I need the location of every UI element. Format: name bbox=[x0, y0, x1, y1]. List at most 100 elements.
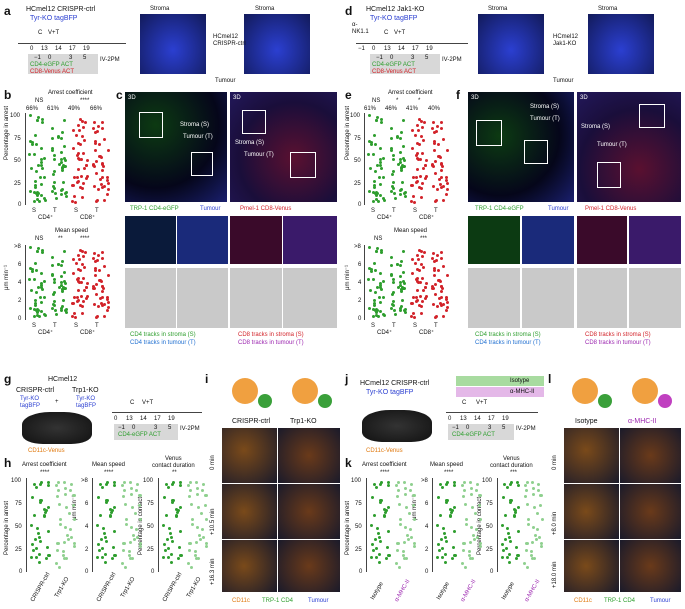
dot-marker bbox=[425, 159, 429, 163]
panel-letter-h: h bbox=[4, 456, 12, 470]
dot-marker bbox=[431, 286, 435, 290]
dot-marker bbox=[479, 493, 483, 497]
ytick2-8: >8 bbox=[81, 478, 88, 484]
dot-marker bbox=[445, 182, 449, 186]
dot-marker bbox=[80, 158, 84, 162]
dot-marker bbox=[386, 480, 390, 484]
dot-marker bbox=[442, 314, 446, 318]
cd4-act-label: CD4-eGFP ACT bbox=[452, 432, 495, 438]
dot-marker bbox=[70, 536, 74, 540]
dot-marker bbox=[31, 495, 35, 499]
dot-marker bbox=[33, 299, 37, 303]
dot-marker bbox=[39, 193, 43, 197]
dot-marker bbox=[391, 153, 395, 157]
dot-marker bbox=[374, 197, 378, 201]
dot-marker bbox=[409, 482, 413, 486]
dot-marker bbox=[170, 539, 174, 543]
dot-marker bbox=[68, 528, 72, 532]
dendritic-cell-icon bbox=[572, 378, 598, 404]
ytick-75: 75 bbox=[14, 136, 21, 142]
dot-marker bbox=[431, 121, 435, 125]
nk-depletion-label: α- NK1.1 bbox=[352, 22, 369, 36]
dot-marker bbox=[101, 176, 105, 180]
col-ctrl: CRISPR-ctrl bbox=[232, 418, 271, 425]
cat-iso: Isotype bbox=[370, 581, 385, 601]
tagbfp-label: Tyr-KO tagBFP bbox=[370, 15, 418, 22]
sig-arrest: **** bbox=[380, 470, 390, 476]
dot-marker bbox=[131, 506, 135, 510]
dot-marker bbox=[73, 517, 77, 521]
dot-marker bbox=[374, 249, 378, 253]
dot-marker bbox=[526, 566, 530, 570]
dot-marker bbox=[41, 166, 45, 170]
speed-dotplot bbox=[366, 245, 451, 320]
dot-marker bbox=[445, 188, 449, 192]
dot-marker bbox=[409, 489, 413, 493]
schematic-tumour-cd8 bbox=[244, 14, 310, 74]
ytick3-100: 100 bbox=[482, 478, 493, 484]
dot-marker bbox=[371, 549, 375, 552]
dot-marker bbox=[377, 532, 381, 536]
ytick2-6: 6 bbox=[85, 501, 89, 507]
dot-marker bbox=[379, 251, 383, 255]
dot-marker bbox=[392, 192, 396, 196]
crispr-label: CRISPR-ctrl bbox=[16, 387, 55, 394]
timeline-top-0: 0 bbox=[114, 416, 118, 422]
dot-marker bbox=[139, 545, 142, 549]
micro-cd4-overview: 3D Stroma (S) Tumour (T) bbox=[468, 92, 574, 202]
dot-marker bbox=[93, 302, 96, 306]
caption-cd8-stroma: CD8 tracks in stroma (S) bbox=[238, 332, 304, 338]
dot-marker bbox=[103, 199, 107, 203]
dot-marker bbox=[516, 529, 520, 533]
dot-marker bbox=[60, 264, 64, 268]
dot-marker bbox=[512, 514, 516, 518]
dot-marker bbox=[376, 309, 380, 313]
dot-marker bbox=[51, 148, 55, 152]
dot-marker bbox=[76, 175, 80, 179]
dot-marker bbox=[372, 482, 376, 486]
dot-marker bbox=[508, 552, 512, 556]
dot-marker bbox=[373, 170, 377, 174]
dot-marker bbox=[61, 289, 65, 293]
dot-marker bbox=[416, 281, 420, 285]
zoom-cd8-stroma bbox=[230, 216, 282, 264]
cat-ctrl: CRISPR-ctrl bbox=[30, 571, 52, 603]
micro-iso-t1 bbox=[564, 484, 619, 539]
dot-marker bbox=[513, 510, 517, 514]
dot-marker bbox=[401, 118, 405, 122]
dot-marker bbox=[414, 153, 418, 157]
dot-marker bbox=[395, 494, 399, 498]
caption-cd4-tumour: CD4 tracks in tumour (T) bbox=[130, 340, 196, 346]
timeline-axis bbox=[112, 412, 202, 413]
dot-marker bbox=[94, 142, 98, 146]
treatment-vt: V+T bbox=[394, 30, 406, 36]
dot-marker bbox=[441, 556, 445, 560]
dot-marker bbox=[399, 187, 403, 191]
arrest-title: Arrest coefficient bbox=[388, 90, 433, 96]
dot-marker bbox=[35, 313, 39, 317]
dot-marker bbox=[507, 560, 511, 564]
dot-marker bbox=[412, 195, 416, 199]
micro-mhc-t2 bbox=[620, 540, 681, 592]
dot-marker bbox=[187, 548, 191, 552]
dot-marker bbox=[101, 164, 105, 168]
dot-marker bbox=[99, 537, 103, 541]
dot-marker bbox=[416, 167, 420, 171]
dot-marker bbox=[172, 480, 176, 484]
dot-marker bbox=[40, 117, 44, 121]
dot-marker bbox=[444, 552, 448, 556]
zoom-box bbox=[476, 120, 502, 146]
dot-marker bbox=[35, 249, 39, 253]
dot-marker bbox=[64, 190, 68, 194]
dot-marker bbox=[82, 167, 86, 171]
zoom-cd8-stroma bbox=[577, 216, 627, 264]
dot-marker bbox=[59, 189, 63, 193]
timeline-bottom-0: −1 bbox=[376, 55, 383, 61]
dot-marker bbox=[62, 556, 66, 560]
dot-marker bbox=[391, 170, 395, 174]
pct-0: 66% bbox=[26, 106, 39, 112]
dot-marker bbox=[177, 556, 181, 560]
dot-marker bbox=[463, 481, 467, 485]
dot-marker bbox=[414, 278, 418, 282]
tumour-label: Tumour (T) bbox=[597, 142, 627, 148]
